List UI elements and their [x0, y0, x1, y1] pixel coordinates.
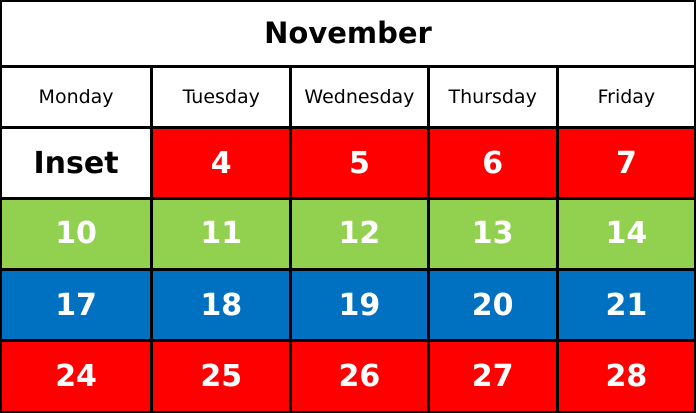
day-cell: 19	[292, 270, 427, 340]
month-title: November	[2, 2, 694, 65]
day-cell: 4	[153, 129, 290, 198]
inset-day-cell: Inset	[2, 129, 151, 198]
header-thursday: Thursday	[429, 67, 556, 127]
day-cell: 13	[429, 200, 556, 268]
day-cell: 12	[292, 200, 427, 268]
header-wednesday: Wednesday	[292, 67, 427, 127]
day-cell: 27	[429, 342, 556, 411]
day-cell: 5	[292, 129, 427, 198]
day-cell: 28	[558, 342, 694, 411]
day-cell: 21	[558, 270, 694, 340]
day-cell: 6	[429, 129, 556, 198]
header-monday: Monday	[2, 67, 151, 127]
day-cell: 11	[153, 200, 290, 268]
day-cell: 20	[429, 270, 556, 340]
day-cell: 14	[558, 200, 694, 268]
day-cell: 26	[292, 342, 427, 411]
day-cell: 17	[2, 270, 151, 340]
day-cell: 7	[558, 129, 694, 198]
day-cell: 24	[2, 342, 151, 411]
header-friday: Friday	[558, 67, 694, 127]
day-cell: 18	[153, 270, 290, 340]
day-cell: 10	[2, 200, 151, 268]
day-cell: 25	[153, 342, 290, 411]
header-tuesday: Tuesday	[153, 67, 290, 127]
